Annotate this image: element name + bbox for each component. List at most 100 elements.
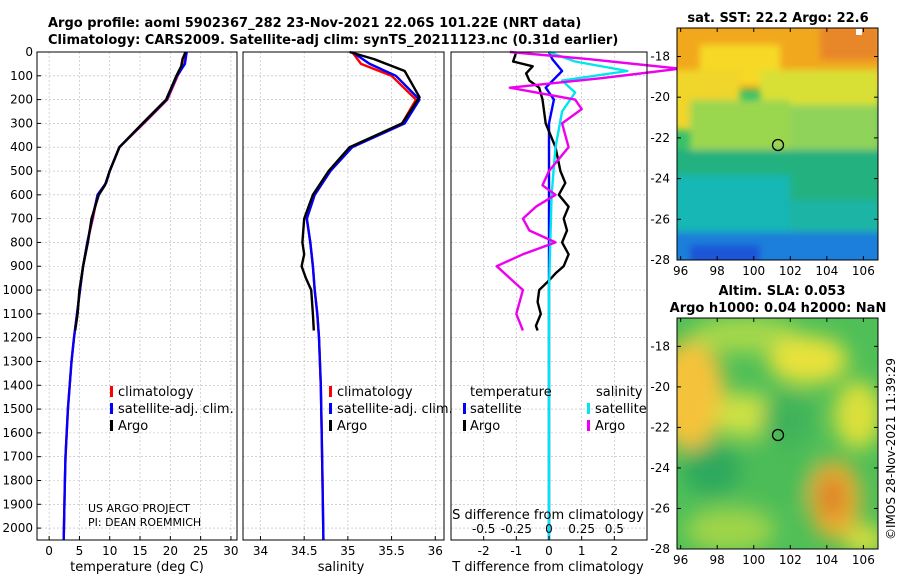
s-difference-axis-label: S difference from climatology <box>452 508 644 523</box>
y-tick-label: 1500 <box>2 402 33 416</box>
depth-tick-labels: 0 100 200 300 400 500 600 700 800 900 1000 1100 1200… <box>2 45 41 535</box>
lat-tick-label: -28 <box>650 253 670 267</box>
x-tick-label: 1 <box>578 544 586 558</box>
salinity-grid <box>243 51 444 540</box>
lon-tick-label: 102 <box>779 553 802 567</box>
lon-tick-label: 102 <box>779 264 802 278</box>
legend-swatch-satellite <box>110 403 113 414</box>
lat-tick-label: -24 <box>650 461 670 475</box>
lat-tick-label: -26 <box>650 212 670 226</box>
x-tick-label: 35.5 <box>378 544 405 558</box>
x2-tick-label: 0.25 <box>568 522 595 536</box>
s-difference-tick-labels: -0.5 -0.25 0 0.25 0.5 <box>472 522 624 536</box>
y-tick-label: 1400 <box>2 378 33 392</box>
y-tick-label: 1000 <box>2 283 33 297</box>
legend-label-argo: Argo <box>337 419 367 434</box>
lat-tick-label: -22 <box>650 131 670 145</box>
legend-label-s-argo: Argo <box>595 419 625 434</box>
sla-map-panel: Altim. SLA: 0.053 Argo h1000: 0.04 h2000… <box>650 284 886 567</box>
y-tick-label: 200 <box>10 93 33 107</box>
x-tick-label: 2 <box>611 544 619 558</box>
legend-header-salinity: salinity <box>596 385 643 400</box>
lat-tick-label: -18 <box>650 339 670 353</box>
lat-tick-label: -28 <box>650 542 670 556</box>
y-tick-label: 300 <box>10 116 33 130</box>
x2-tick-label: -0.25 <box>501 522 532 536</box>
legend-swatch-t-satellite <box>463 403 466 414</box>
salinity-series <box>300 50 421 541</box>
temperature-series <box>62 51 188 541</box>
legend-label-satellite: satellite-adj. clim. <box>337 402 453 417</box>
x-tick-label: 35 <box>340 544 355 558</box>
t-difference-axis-label: T difference from climatology <box>451 560 644 575</box>
lat-tick-label: -22 <box>650 420 670 434</box>
sst-map-frame <box>676 27 879 261</box>
x2-tick-label: -0.5 <box>472 522 495 536</box>
lat-tick-label: -24 <box>650 172 670 186</box>
salinity-axis-label: salinity <box>318 560 365 575</box>
sla-lon-tick-labels: 96 98 100 102 104 106 <box>673 318 875 567</box>
x-tick-label: 25 <box>193 544 208 558</box>
lon-tick-label: 100 <box>742 264 765 278</box>
x-tick-label: 15 <box>132 544 147 558</box>
series-line-climatology <box>62 51 188 541</box>
x-tick-label: 36 <box>428 544 443 558</box>
y-tick-label: 1300 <box>2 354 33 368</box>
x-tick-label: 5 <box>76 544 84 558</box>
legend-label-satellite: satellite-adj. clim. <box>118 402 234 417</box>
legend-header-temperature: temperature <box>470 385 552 400</box>
salinity-tick-labels: 34 34.5 35 35.5 36 <box>253 536 443 558</box>
y-tick-label: 400 <box>10 140 33 154</box>
y-tick-label: 1700 <box>2 450 33 464</box>
difference-legend: temperature satellite Argo salinity sate… <box>463 385 647 434</box>
x-tick-label: 30 <box>223 544 238 558</box>
series-line-argo <box>74 51 187 331</box>
x2-tick-label: 0.5 <box>605 522 624 536</box>
lon-tick-label: 96 <box>673 264 688 278</box>
legend-swatch-s-argo <box>587 420 590 431</box>
x-tick-label: 10 <box>102 544 117 558</box>
temperature-tick-labels: 0 5 10 15 20 25 30 <box>45 536 239 558</box>
sla-map-subtitle: Argo h1000: 0.04 h2000: NaN <box>670 301 887 316</box>
argo-location-marker <box>771 138 785 152</box>
y-tick-label: 800 <box>10 235 33 249</box>
credit-project: US ARGO PROJECT <box>88 502 190 515</box>
lat-tick-label: -26 <box>650 501 670 515</box>
lon-tick-label: 100 <box>742 553 765 567</box>
legend-swatch-argo <box>329 420 332 431</box>
t-difference-tick-labels: -2 -1 0 1 2 <box>478 536 618 558</box>
y-tick-label: 1100 <box>2 307 33 321</box>
x-tick-label: 0 <box>45 544 53 558</box>
lon-tick-label: 104 <box>815 264 838 278</box>
legend-label-t-argo: Argo <box>470 419 500 434</box>
legend-swatch-satellite <box>329 403 332 414</box>
temperature-legend: climatology satellite-adj. clim. Argo <box>110 385 234 434</box>
salinity-panel: 34 34.5 35 35.5 36 salinity climatology sate… <box>242 50 453 575</box>
y-tick-label: 1600 <box>2 426 33 440</box>
x2-tick-label: 0 <box>545 522 553 536</box>
sla-map-frame <box>676 317 879 550</box>
sla-lat-tick-labels: -18 -20 -22 -24 -26 -28 <box>650 339 878 556</box>
lon-tick-label: 98 <box>710 553 725 567</box>
legend-label-argo: Argo <box>118 419 148 434</box>
legend-swatch-climatology <box>329 386 332 397</box>
legend-label-climatology: climatology <box>118 385 194 400</box>
series-line-satellite-adj-clim <box>62 51 188 541</box>
series-line-salinity-satellite <box>547 50 629 540</box>
series-line-temperature-argo <box>511 51 570 331</box>
legend-label-s-satellite: satellite <box>595 402 647 417</box>
argo-location-marker <box>771 428 785 442</box>
y-tick-label: 1800 <box>2 473 33 487</box>
salinity-axes-frame <box>242 51 445 541</box>
legend-swatch-t-argo <box>463 420 466 431</box>
y-tick-label: 1900 <box>2 497 33 511</box>
y-tick-label: 600 <box>10 188 33 202</box>
temperature-panel: 0100200300400500600700800900100011001200… <box>2 45 238 575</box>
legend-swatch-argo <box>110 420 113 431</box>
legend-label-t-satellite: satellite <box>470 402 522 417</box>
y-tick-label: 0 <box>25 45 33 59</box>
series-line-argo <box>300 50 421 331</box>
sla-map-title: Altim. SLA: 0.053 <box>719 284 846 299</box>
lon-tick-label: 98 <box>710 264 725 278</box>
